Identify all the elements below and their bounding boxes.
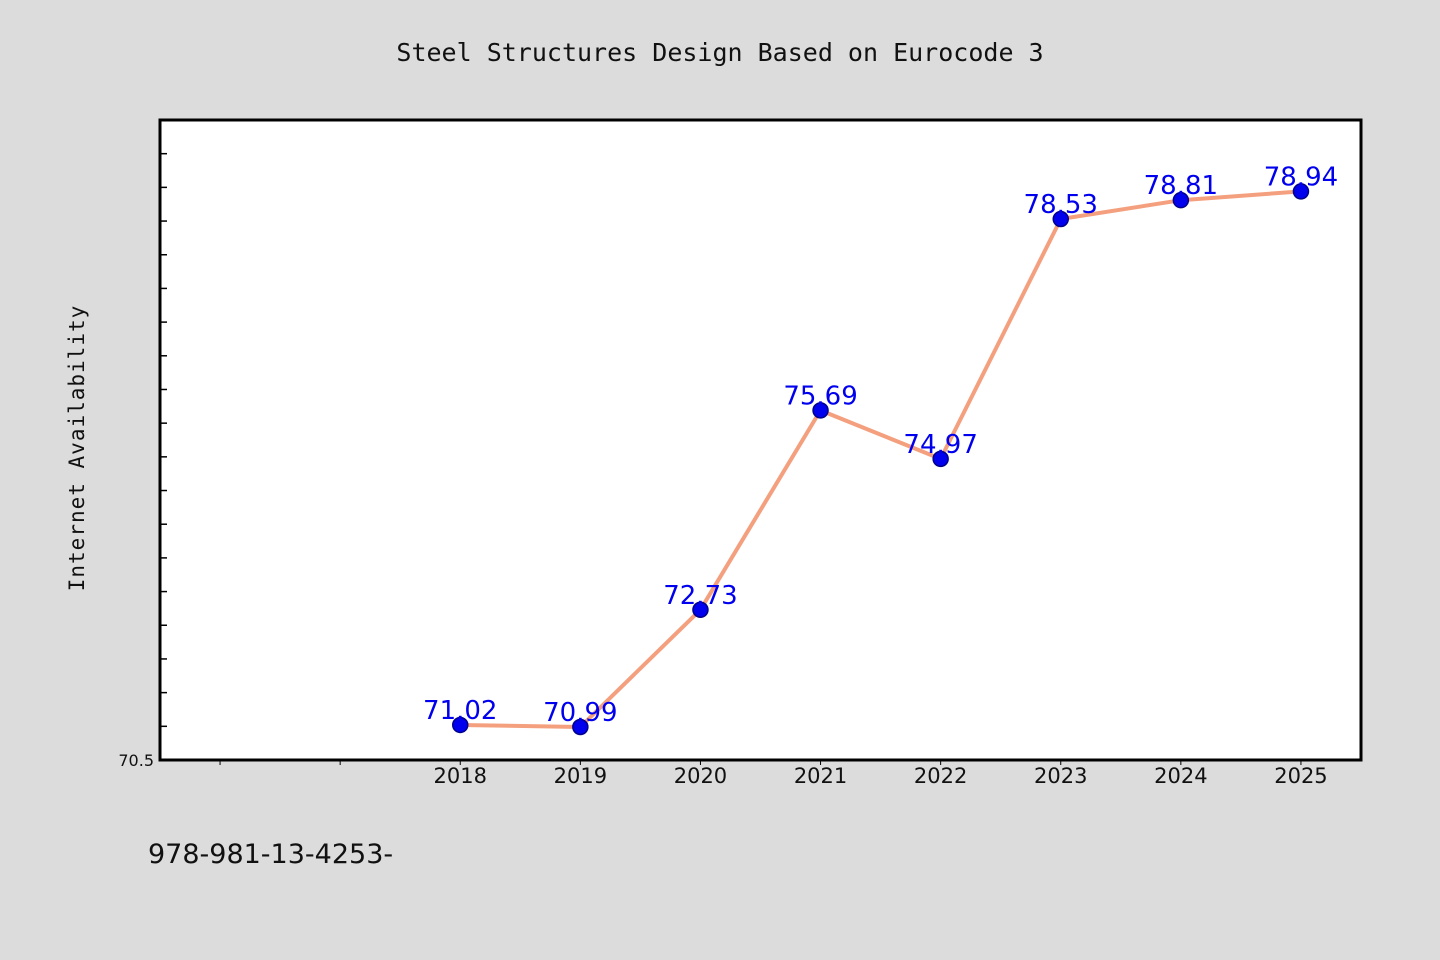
data-label: 78.94 bbox=[1264, 162, 1338, 192]
x-tick-label: 2021 bbox=[794, 764, 847, 788]
x-tick-label: 2019 bbox=[554, 764, 607, 788]
y-tick-label: 70.5 bbox=[118, 751, 154, 770]
series-line bbox=[458, 189, 1303, 729]
data-point bbox=[1052, 210, 1069, 228]
data-label: 72.73 bbox=[663, 581, 737, 611]
x-tick-label: 2025 bbox=[1274, 764, 1327, 788]
data-point bbox=[932, 450, 949, 468]
data-label: 71.02 bbox=[423, 696, 497, 726]
data-labels: 71.02 70.99 72.73 75.69 74.97 78.53 78.81 78.94 bbox=[423, 162, 1338, 728]
data-label: 78.53 bbox=[1024, 190, 1098, 220]
x-tick-label: 2023 bbox=[1034, 764, 1087, 788]
data-point bbox=[1172, 191, 1190, 209]
data-point bbox=[692, 601, 709, 619]
x-tick-label: 2018 bbox=[434, 764, 487, 788]
data-point bbox=[452, 716, 469, 734]
series-group bbox=[452, 183, 1310, 736]
data-label: 70.99 bbox=[543, 698, 617, 728]
data-label: 75.69 bbox=[783, 381, 857, 411]
x-tick-label: 2024 bbox=[1154, 764, 1207, 788]
data-label: 78.81 bbox=[1144, 171, 1218, 201]
data-point bbox=[572, 718, 589, 736]
footer-isbn-text: 978-981-13-4253- bbox=[148, 839, 393, 870]
plot-area bbox=[160, 120, 1361, 760]
plot-frame bbox=[158, 118, 1363, 762]
x-tick-label: 2022 bbox=[914, 764, 967, 788]
data-label: 74.97 bbox=[903, 430, 977, 460]
chart-title: Steel Structures Design Based on Eurocod… bbox=[396, 38, 1043, 67]
x-tick-label: 2020 bbox=[674, 764, 727, 788]
x-axis-ticks: 2018 2019 2020 2021 2022 2023 2024 2025 bbox=[219, 760, 1328, 788]
y-axis-title: Internet Availability bbox=[65, 305, 89, 592]
data-point bbox=[812, 402, 829, 419]
data-point bbox=[1292, 183, 1310, 200]
